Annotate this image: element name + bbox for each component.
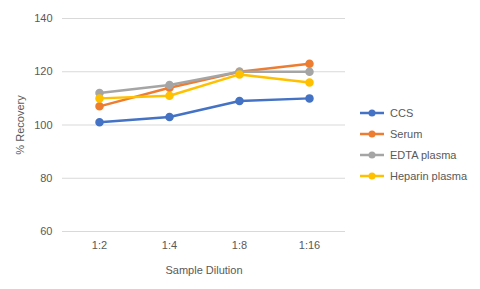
- html-text:Serum: Serum: [390, 128, 423, 140]
- svg-text:Sample Dilution: Sample Dilution: [165, 264, 242, 276]
- html-text:EDTA plasma: EDTA plasma: [390, 149, 457, 161]
- svg-text:60: 60: [40, 225, 52, 237]
- svg-text:80: 80: [40, 172, 52, 184]
- svg-text:1:16: 1:16: [299, 239, 320, 251]
- html-text:CCS: CCS: [390, 107, 414, 119]
- svg-text:120: 120: [34, 65, 52, 77]
- svg-text:1:2: 1:2: [92, 239, 107, 251]
- html-text:Heparin plasma: Heparin plasma: [390, 170, 467, 182]
- svg-text:1:4: 1:4: [162, 239, 177, 251]
- svg-text:% Recovery: % Recovery: [14, 95, 26, 155]
- svg-text:1:8: 1:8: [232, 239, 247, 251]
- svg-text:140: 140: [34, 12, 52, 24]
- svg-text:100: 100: [34, 119, 52, 131]
